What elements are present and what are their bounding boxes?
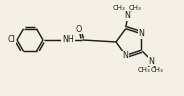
Text: CH₃: CH₃: [138, 67, 151, 73]
Text: CH₃: CH₃: [112, 5, 125, 11]
Text: CH₃: CH₃: [151, 67, 164, 73]
Text: N: N: [148, 57, 154, 66]
Text: N: N: [125, 11, 131, 20]
Text: N: N: [123, 51, 129, 60]
Text: CH₃: CH₃: [128, 5, 141, 11]
Text: N: N: [138, 29, 144, 38]
Text: O: O: [76, 24, 82, 34]
Text: NH: NH: [62, 36, 74, 45]
Text: Cl: Cl: [7, 36, 15, 45]
